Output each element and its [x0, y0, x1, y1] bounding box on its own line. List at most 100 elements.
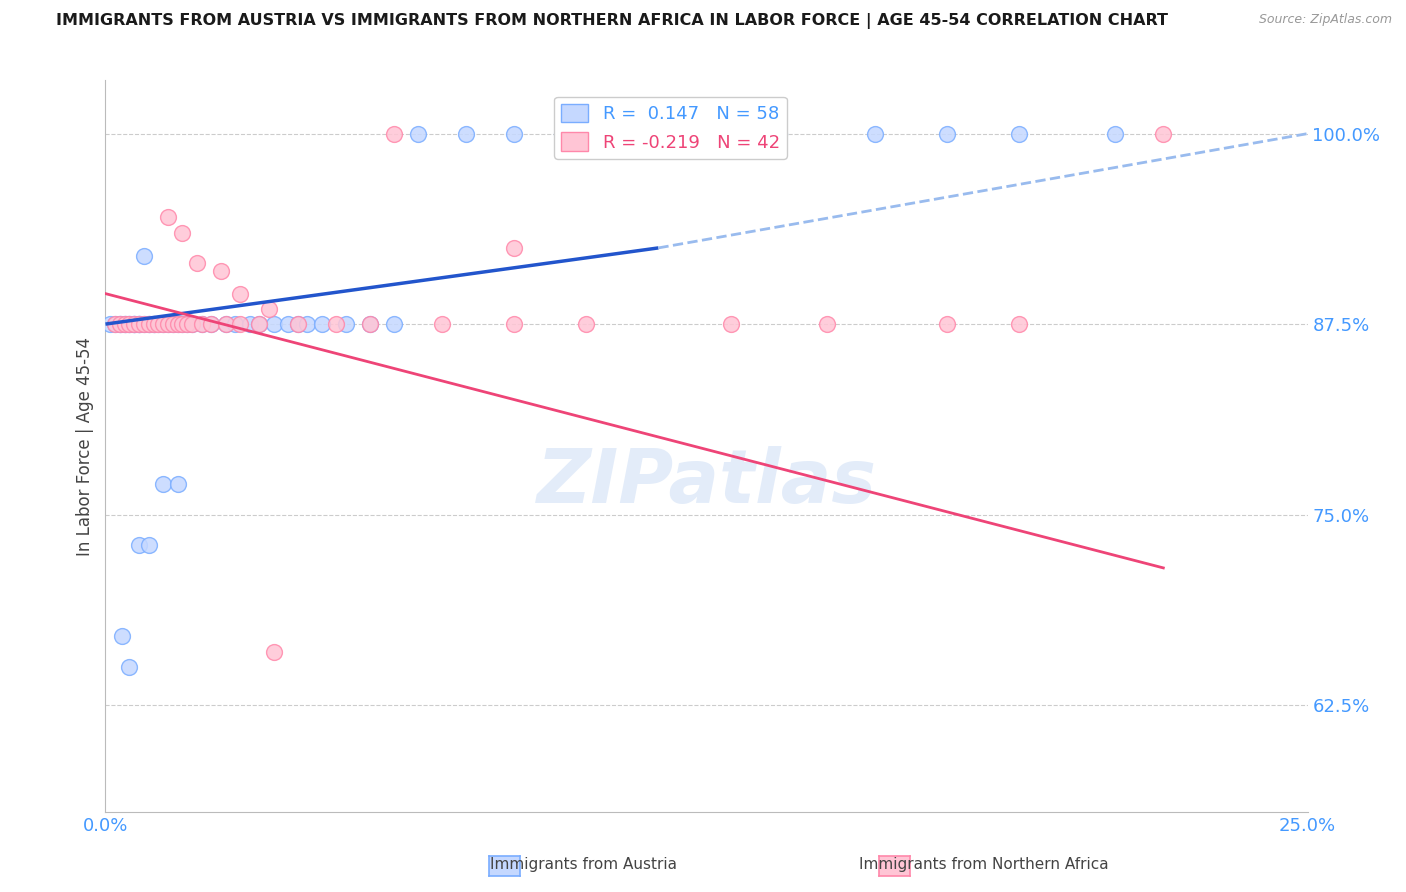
Point	[138, 317, 160, 331]
Point	[359, 317, 381, 331]
Point	[247, 317, 270, 331]
Point	[768, 127, 790, 141]
Point	[162, 317, 184, 331]
Point	[132, 248, 155, 262]
Point	[551, 127, 574, 141]
Point	[118, 317, 141, 331]
Point	[124, 317, 146, 331]
Point	[229, 286, 252, 301]
Point	[311, 317, 333, 331]
Point	[118, 317, 141, 331]
Point	[166, 477, 188, 491]
Point	[257, 301, 280, 316]
Point	[224, 317, 246, 331]
Point	[128, 538, 150, 552]
Point	[1008, 317, 1031, 331]
Point	[181, 317, 204, 331]
Point	[118, 317, 141, 331]
Point	[132, 317, 155, 331]
Point	[382, 317, 405, 331]
Point	[190, 317, 212, 331]
Point	[104, 317, 127, 331]
Point	[142, 317, 165, 331]
Point	[152, 317, 174, 331]
Point	[359, 317, 381, 331]
Point	[128, 317, 150, 331]
Point	[214, 317, 236, 331]
Legend: R =  0.147   N = 58, R = -0.219   N = 42: R = 0.147 N = 58, R = -0.219 N = 42	[554, 96, 787, 159]
Point	[239, 317, 262, 331]
Point	[430, 317, 453, 331]
Point	[277, 317, 299, 331]
Point	[297, 317, 319, 331]
Point	[382, 127, 405, 141]
Point	[229, 317, 252, 331]
Point	[214, 317, 236, 331]
Text: Source: ZipAtlas.com: Source: ZipAtlas.com	[1258, 13, 1392, 27]
Point	[263, 317, 285, 331]
Point	[156, 317, 179, 331]
Point	[454, 127, 477, 141]
Point	[138, 317, 160, 331]
Point	[162, 317, 184, 331]
Point	[124, 317, 146, 331]
Point	[815, 317, 838, 331]
Point	[166, 317, 188, 331]
Point	[176, 317, 198, 331]
Point	[118, 660, 141, 674]
Point	[172, 317, 194, 331]
Point	[209, 264, 232, 278]
Point	[176, 317, 198, 331]
Point	[1008, 127, 1031, 141]
Point	[406, 127, 429, 141]
Point	[503, 241, 526, 255]
Point	[114, 317, 136, 331]
Point	[575, 317, 598, 331]
Point	[325, 317, 347, 331]
Point	[190, 317, 212, 331]
Point	[186, 256, 208, 270]
Point	[108, 317, 131, 331]
Point	[503, 317, 526, 331]
Point	[936, 127, 959, 141]
Point	[108, 317, 131, 331]
Point	[108, 317, 131, 331]
Point	[142, 317, 165, 331]
Point	[128, 317, 150, 331]
Point	[936, 317, 959, 331]
Point	[1152, 127, 1174, 141]
Point	[172, 317, 194, 331]
Point	[287, 317, 309, 331]
Point	[114, 317, 136, 331]
Point	[863, 127, 886, 141]
Point	[287, 317, 309, 331]
Point	[156, 211, 179, 225]
Point	[200, 317, 222, 331]
Point	[247, 317, 270, 331]
Point	[124, 317, 146, 331]
Text: Immigrants from Austria: Immigrants from Austria	[489, 857, 678, 872]
Point	[263, 645, 285, 659]
Point	[138, 538, 160, 552]
Point	[104, 317, 127, 331]
Text: Immigrants from Northern Africa: Immigrants from Northern Africa	[859, 857, 1109, 872]
Point	[132, 317, 155, 331]
Point	[152, 477, 174, 491]
Point	[1104, 127, 1126, 141]
Text: IMMIGRANTS FROM AUSTRIA VS IMMIGRANTS FROM NORTHERN AFRICA IN LABOR FORCE | AGE : IMMIGRANTS FROM AUSTRIA VS IMMIGRANTS FR…	[56, 13, 1168, 29]
Point	[138, 317, 160, 331]
Point	[114, 317, 136, 331]
Point	[335, 317, 357, 331]
Point	[152, 317, 174, 331]
Point	[148, 317, 170, 331]
Point	[156, 317, 179, 331]
Point	[142, 317, 165, 331]
Point	[98, 317, 121, 331]
Point	[124, 317, 146, 331]
Point	[128, 317, 150, 331]
Point	[148, 317, 170, 331]
Point	[181, 317, 204, 331]
Point	[647, 127, 669, 141]
Point	[111, 630, 134, 644]
Point	[128, 317, 150, 331]
